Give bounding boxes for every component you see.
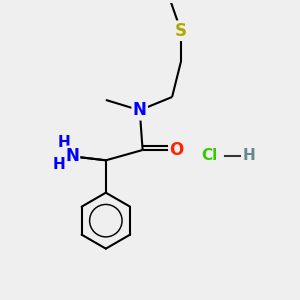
Text: S: S: [175, 22, 187, 40]
Text: H: H: [57, 135, 70, 150]
Text: O: O: [169, 141, 184, 159]
Text: Cl: Cl: [201, 148, 217, 164]
Text: H: H: [242, 148, 255, 164]
Text: N: N: [65, 147, 79, 165]
Text: N: N: [133, 101, 147, 119]
Text: H: H: [53, 157, 66, 172]
